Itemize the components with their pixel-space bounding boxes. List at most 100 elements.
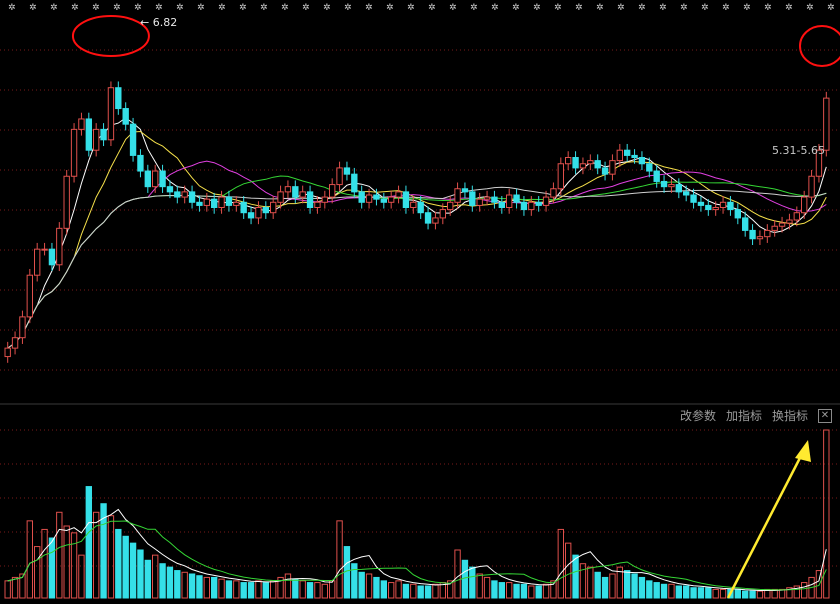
candle-body — [513, 194, 520, 203]
candle-body — [11, 337, 19, 349]
volume-bar — [336, 520, 343, 599]
candle-body — [56, 227, 63, 266]
candle-body — [63, 175, 70, 229]
volume-bar — [815, 570, 823, 599]
candle-body — [93, 128, 100, 151]
candle-body — [808, 175, 815, 198]
volume-bar — [144, 559, 151, 599]
top-tick-mark: ✲ — [701, 3, 709, 13]
candle-body — [255, 207, 262, 219]
volume-bar — [550, 580, 557, 599]
volume-bar — [653, 582, 660, 599]
candle-body — [727, 201, 734, 211]
volume-bar — [402, 583, 410, 599]
volume-bar — [41, 528, 48, 599]
volume-bar — [697, 587, 705, 599]
volume-ma-line — [7, 508, 827, 591]
volume-bar — [34, 546, 41, 599]
candle-body — [247, 212, 255, 219]
candle-body — [572, 157, 579, 169]
volume-bar — [432, 583, 439, 599]
volume-bar — [491, 580, 498, 599]
volume-bar — [469, 566, 476, 599]
volume-bar — [454, 549, 461, 599]
volume-bar — [107, 515, 115, 599]
add-indicator-button[interactable]: 加指标 — [725, 409, 762, 423]
candle-body — [115, 87, 122, 110]
top-tick-mark: ✲ — [323, 3, 331, 13]
candle-body — [188, 191, 196, 203]
volume-bar — [793, 585, 800, 599]
volume-arrow-head — [795, 440, 811, 462]
candle-body — [292, 186, 299, 198]
volume-bar — [159, 563, 166, 599]
top-tick-mark: ✲ — [764, 3, 772, 13]
candle-body — [41, 248, 48, 251]
candle-body — [734, 209, 741, 219]
close-icon[interactable]: ✕ — [818, 408, 832, 423]
candle-body — [454, 188, 461, 203]
volume-bar — [705, 587, 712, 599]
volume-bar — [19, 573, 26, 599]
volume-bar — [734, 588, 741, 599]
volume-bar — [742, 590, 749, 599]
volume-bar — [565, 542, 572, 599]
volume-bar — [270, 580, 277, 599]
candle-body — [491, 196, 498, 203]
candle-body — [329, 184, 336, 198]
candle-body — [660, 180, 668, 188]
top-tick-mark: ✲ — [365, 3, 373, 13]
top-tick-mark: ✲ — [407, 3, 415, 13]
ma-line-ma10 — [7, 130, 827, 349]
volume-bar — [78, 554, 85, 599]
volume-bar — [93, 511, 100, 599]
ma-line-ma60 — [7, 186, 827, 349]
top-tick-mark: ✲ — [386, 3, 394, 13]
candle-body — [211, 198, 218, 209]
volume-bar — [225, 580, 233, 599]
candle-body — [152, 170, 159, 188]
volume-bar — [690, 587, 697, 599]
volume-bar — [395, 580, 402, 599]
candle-body — [395, 191, 402, 198]
candle-body — [719, 201, 727, 209]
top-tick-mark: ✲ — [512, 3, 520, 13]
volume-bar — [594, 571, 601, 599]
top-tick-mark: ✲ — [239, 3, 247, 13]
volume-bar — [587, 566, 594, 599]
volume-bar — [638, 576, 646, 599]
candle-body — [137, 154, 144, 172]
top-tick-mark: ✲ — [785, 3, 793, 13]
candle-body — [314, 201, 321, 209]
volume-bar — [196, 575, 203, 599]
candle-body — [424, 212, 432, 224]
candle-body — [19, 316, 26, 339]
candle-body — [601, 167, 609, 175]
candle-body — [26, 274, 33, 318]
modify-params-button[interactable]: 改参数 — [679, 409, 716, 423]
top-tick-mark: ✲ — [743, 3, 751, 13]
top-tick-mark: ✲ — [113, 3, 121, 13]
volume-bar — [498, 582, 505, 599]
top-tick-mark: ✲ — [92, 3, 100, 13]
top-tick-mark: ✲ — [449, 3, 457, 13]
candle-body — [181, 191, 188, 198]
switch-indicator-button[interactable]: 换指标 — [771, 409, 808, 423]
volume-bar — [380, 580, 387, 599]
volume-bar — [247, 582, 255, 599]
candle-body — [520, 201, 528, 211]
volume-bar — [255, 580, 262, 599]
top-tick-mark: ✲ — [302, 3, 310, 13]
volume-bar — [786, 587, 793, 599]
candle-body — [373, 194, 380, 200]
candle-body — [697, 201, 705, 206]
candle-body — [174, 191, 181, 198]
volume-bar — [513, 583, 520, 599]
candle-body — [358, 191, 365, 203]
candle-body — [675, 184, 682, 193]
volume-bar — [675, 585, 682, 599]
volume-bar — [535, 585, 542, 599]
candle-body — [144, 170, 151, 188]
volume-bar — [115, 528, 122, 599]
candle-body — [351, 173, 358, 193]
